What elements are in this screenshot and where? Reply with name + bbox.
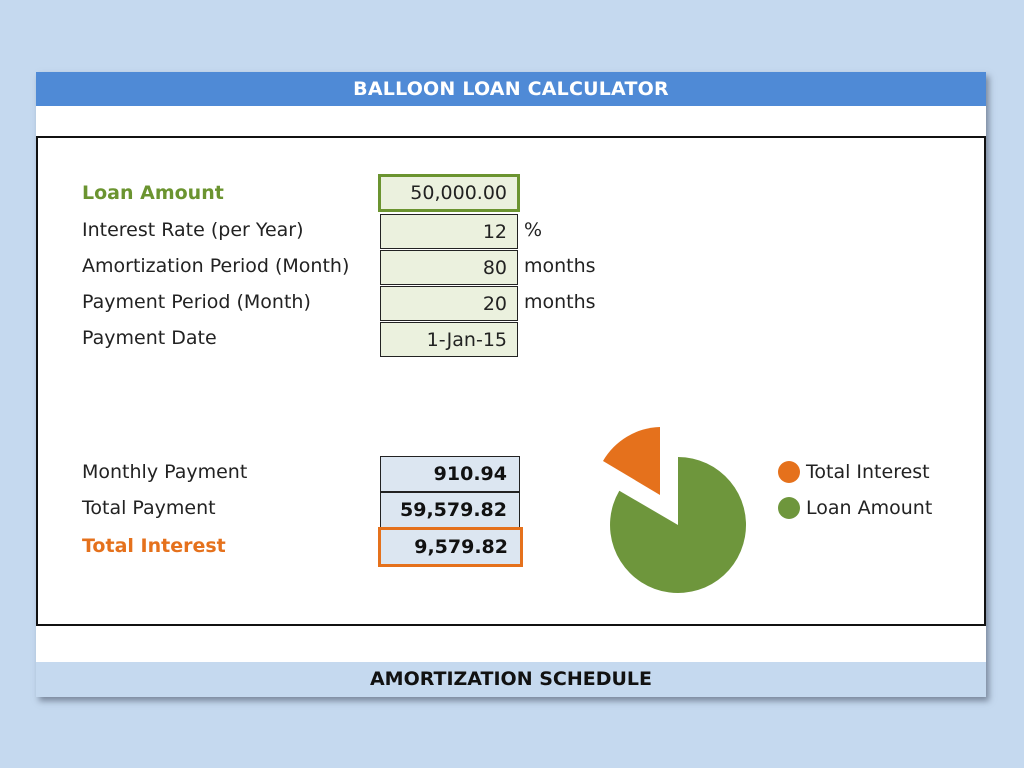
interest-rate-input[interactable]: 12 xyxy=(380,214,518,249)
loan-amount-label: Loan Amount xyxy=(82,182,224,204)
payment-period-unit: months xyxy=(524,291,596,313)
payment-date-input[interactable]: 1-Jan-15 xyxy=(380,322,518,357)
monthly-payment-value: 910.94 xyxy=(380,456,520,492)
pie-slice-total-interest xyxy=(603,427,660,495)
amortization-period-label: Amortization Period (Month) xyxy=(82,255,350,277)
loan-amount-input[interactable]: 50,000.00 xyxy=(378,174,520,212)
total-interest-value: 9,579.82 xyxy=(378,527,523,567)
inputs-section: Loan Amount 50,000.00 Interest Rate (per… xyxy=(36,136,986,396)
legend-item-loan-amount: Loan Amount xyxy=(778,497,932,519)
legend-dot-total-interest-icon xyxy=(778,461,800,483)
payment-period-input[interactable]: 20 xyxy=(380,286,518,321)
amortization-period-input[interactable]: 80 xyxy=(380,250,518,285)
legend-item-total-interest: Total Interest xyxy=(778,461,930,483)
legend-dot-loan-amount-icon xyxy=(778,497,800,519)
total-payment-label: Total Payment xyxy=(82,497,216,519)
pie-chart xyxy=(603,427,747,593)
spreadsheet-sheet: BALLOON LOAN CALCULATOR Loan Amount 50,0… xyxy=(36,72,986,697)
amortization-period-unit: months xyxy=(524,255,596,277)
page-title: BALLOON LOAN CALCULATOR xyxy=(36,72,986,106)
amortization-schedule-header: AMORTIZATION SCHEDULE xyxy=(36,662,986,697)
interest-rate-label: Interest Rate (per Year) xyxy=(82,219,304,241)
payment-period-label: Payment Period (Month) xyxy=(82,291,311,313)
legend-label-total-interest: Total Interest xyxy=(806,461,930,483)
legend-label-loan-amount: Loan Amount xyxy=(806,497,933,519)
payment-date-label: Payment Date xyxy=(82,327,217,349)
total-interest-label: Total Interest xyxy=(82,535,226,557)
interest-rate-unit: % xyxy=(524,219,543,241)
monthly-payment-label: Monthly Payment xyxy=(82,461,248,483)
total-payment-value: 59,579.82 xyxy=(380,492,520,528)
pie-slice-loan-amount xyxy=(610,457,747,593)
results-section: Monthly Payment 910.94 Total Payment 59,… xyxy=(36,393,986,626)
